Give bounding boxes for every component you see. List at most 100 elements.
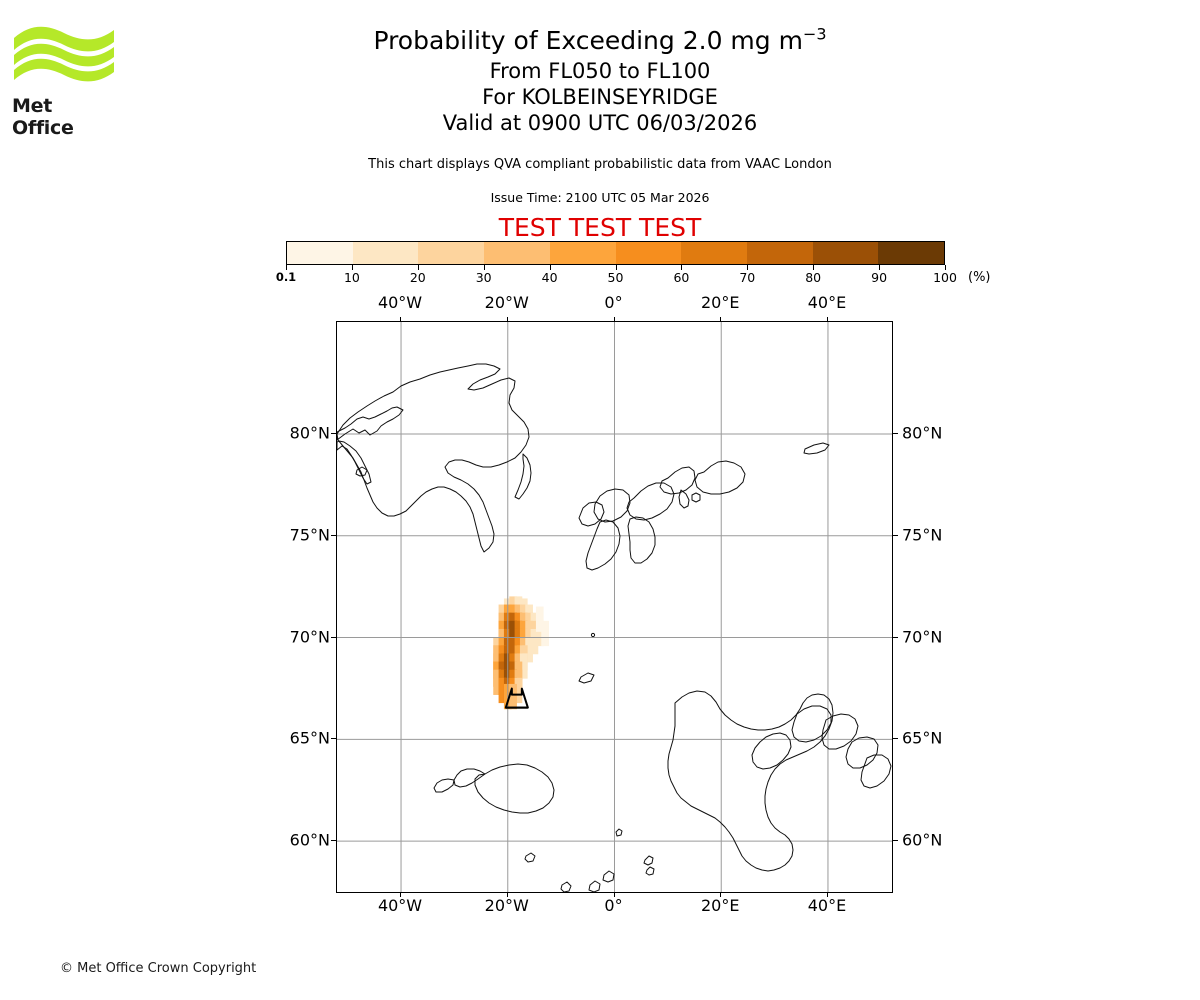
lat-label-right-70: 70°N xyxy=(902,627,943,647)
lat-label-right-80: 80°N xyxy=(902,423,943,443)
colorbar-ticklabel-0: 0.1 xyxy=(275,270,297,284)
colorbar-tickmark-5 xyxy=(615,265,617,270)
map-gridlines xyxy=(337,322,892,892)
lat-tick-left-60 xyxy=(331,840,336,842)
ash-cell xyxy=(519,653,528,679)
lat-label-right-65: 65°N xyxy=(902,728,943,748)
colorbar-band-6 xyxy=(681,242,747,264)
map-plot-area[interactable] xyxy=(336,321,893,893)
page-title-exponent: −3 xyxy=(802,24,827,44)
lat-label-right-60: 60°N xyxy=(902,830,943,850)
lon-label-top-40: 40°E xyxy=(807,293,847,312)
colorbar-tickmark-7 xyxy=(747,265,749,270)
lat-tick-right-70 xyxy=(893,636,898,638)
lat-label-left-75: 75°N xyxy=(289,525,330,545)
colorbar-tickmark-10 xyxy=(945,265,946,270)
colorbar-ticklabel-6: 60 xyxy=(673,270,690,285)
colorbar-ticklabel-8: 80 xyxy=(805,270,822,285)
valid-time-subtitle: Valid at 0900 UTC 06/03/2026 xyxy=(442,111,758,135)
lon-label-bottom-20: 20°E xyxy=(700,896,740,915)
colorbar-tickmark-8 xyxy=(813,265,815,270)
colorbar-tickmark-6 xyxy=(681,265,683,270)
ash-cell xyxy=(498,677,507,704)
lon-label-top--20: 20°W xyxy=(484,293,529,312)
issue-time: Issue Time: 2100 UTC 05 Mar 2026 xyxy=(490,190,710,205)
volcano-marker[interactable] xyxy=(504,687,529,709)
colorbar-band-4 xyxy=(549,242,616,264)
lat-label-left-60: 60°N xyxy=(289,830,330,850)
lat-tick-left-80 xyxy=(331,432,336,434)
lon-tick-top-0 xyxy=(613,317,615,321)
colorbar-tickmark-1 xyxy=(351,265,353,270)
map-canvas xyxy=(337,322,892,892)
lon-tick-top-20 xyxy=(720,317,722,321)
lat-tick-right-80 xyxy=(893,432,898,434)
chart-title-block: Probability of Exceeding 2.0 mg m−3 From… xyxy=(0,24,1200,136)
colorbar-tick-axis: 0.1 10 20 30 40 50 60 70 80 90 100 xyxy=(276,265,957,287)
colorbar-ticklabel-7: 70 xyxy=(739,270,756,285)
ash-cell xyxy=(530,628,539,655)
ash-cell xyxy=(509,683,517,710)
qva-note: This chart displays QVA compliant probab… xyxy=(368,157,832,172)
lon-tick-top--20 xyxy=(506,317,508,321)
lat-tick-left-65 xyxy=(331,738,336,740)
colorbar-bands xyxy=(286,241,945,265)
ash-cell xyxy=(541,620,549,647)
lat-label-left-80: 80°N xyxy=(289,423,330,443)
colorbar-band-0 xyxy=(287,242,353,264)
lon-label-bottom--20: 20°W xyxy=(484,896,529,915)
lon-label-bottom--40: 40°W xyxy=(377,896,423,915)
ash-cell xyxy=(525,637,533,663)
ash-cell xyxy=(535,606,544,632)
colorbar-ticklabel-5: 50 xyxy=(607,270,624,285)
colorbar-ticklabel-9: 90 xyxy=(871,270,888,285)
volcano-subtitle: For KOLBEINSEYRIDGE xyxy=(482,85,718,109)
colorbar-band-5 xyxy=(615,242,682,264)
lon-tick-bottom--40 xyxy=(400,893,402,897)
lat-label-right-75: 75°N xyxy=(902,525,943,545)
lon-tick-top-40 xyxy=(826,317,828,321)
colorbar-band-1 xyxy=(352,242,419,264)
met-office-wave-logo-icon xyxy=(14,26,114,82)
colorbar-tickmark-0 xyxy=(286,265,287,270)
colorbar-band-3 xyxy=(484,242,550,264)
coastlines xyxy=(337,363,892,892)
page-title-text: Probability of Exceeding 2.0 mg m xyxy=(373,26,803,55)
lat-label-left-65: 65°N xyxy=(289,728,330,748)
colorbar-ticklabel-3: 30 xyxy=(475,270,492,285)
lat-tick-right-60 xyxy=(893,840,898,842)
lat-tick-right-65 xyxy=(893,738,898,740)
colorbar-band-9 xyxy=(878,242,945,264)
colorbar-ticklabel-10: 100 xyxy=(933,270,957,285)
lon-label-top-20: 20°E xyxy=(700,293,740,312)
test-banner: TEST TEST TEST xyxy=(498,213,702,242)
lon-label-bottom-40: 40°E xyxy=(807,896,847,915)
lon-tick-bottom-40 xyxy=(826,893,828,897)
colorbar-ticklabel-1: 10 xyxy=(343,270,360,285)
colorbar-tickmark-3 xyxy=(483,265,485,270)
colorbar-tickmark-4 xyxy=(549,265,551,270)
ash-cell xyxy=(493,669,501,695)
lon-tick-bottom-20 xyxy=(720,893,722,897)
lat-label-left-70: 70°N xyxy=(289,627,330,647)
lon-tick-bottom-0 xyxy=(613,893,615,897)
lon-label-bottom-0: 0° xyxy=(604,896,623,915)
colorbar-tickmark-9 xyxy=(879,265,881,270)
met-office-logo-text: Met Office xyxy=(12,95,74,139)
lat-tick-left-70 xyxy=(331,636,336,638)
lat-tick-left-75 xyxy=(331,534,336,536)
lon-tick-top--40 xyxy=(400,317,402,321)
met-office-logo: Met Office xyxy=(12,22,116,139)
lat-tick-right-75 xyxy=(893,534,898,536)
copyright-notice: © Met Office Crown Copyright xyxy=(60,961,257,976)
colorbar-band-8 xyxy=(812,242,879,264)
page-title: Probability of Exceeding 2.0 mg m−3 xyxy=(0,24,1200,58)
colorbar-units-label: (%) xyxy=(968,270,991,285)
colorbar-ticklabel-4: 40 xyxy=(541,270,558,285)
lon-tick-bottom--20 xyxy=(506,893,508,897)
lon-label-top--40: 40°W xyxy=(377,293,423,312)
ash-cell xyxy=(514,677,523,704)
ash-cell xyxy=(535,620,544,647)
colorbar-band-2 xyxy=(418,242,485,264)
colorbar-band-7 xyxy=(746,242,813,264)
